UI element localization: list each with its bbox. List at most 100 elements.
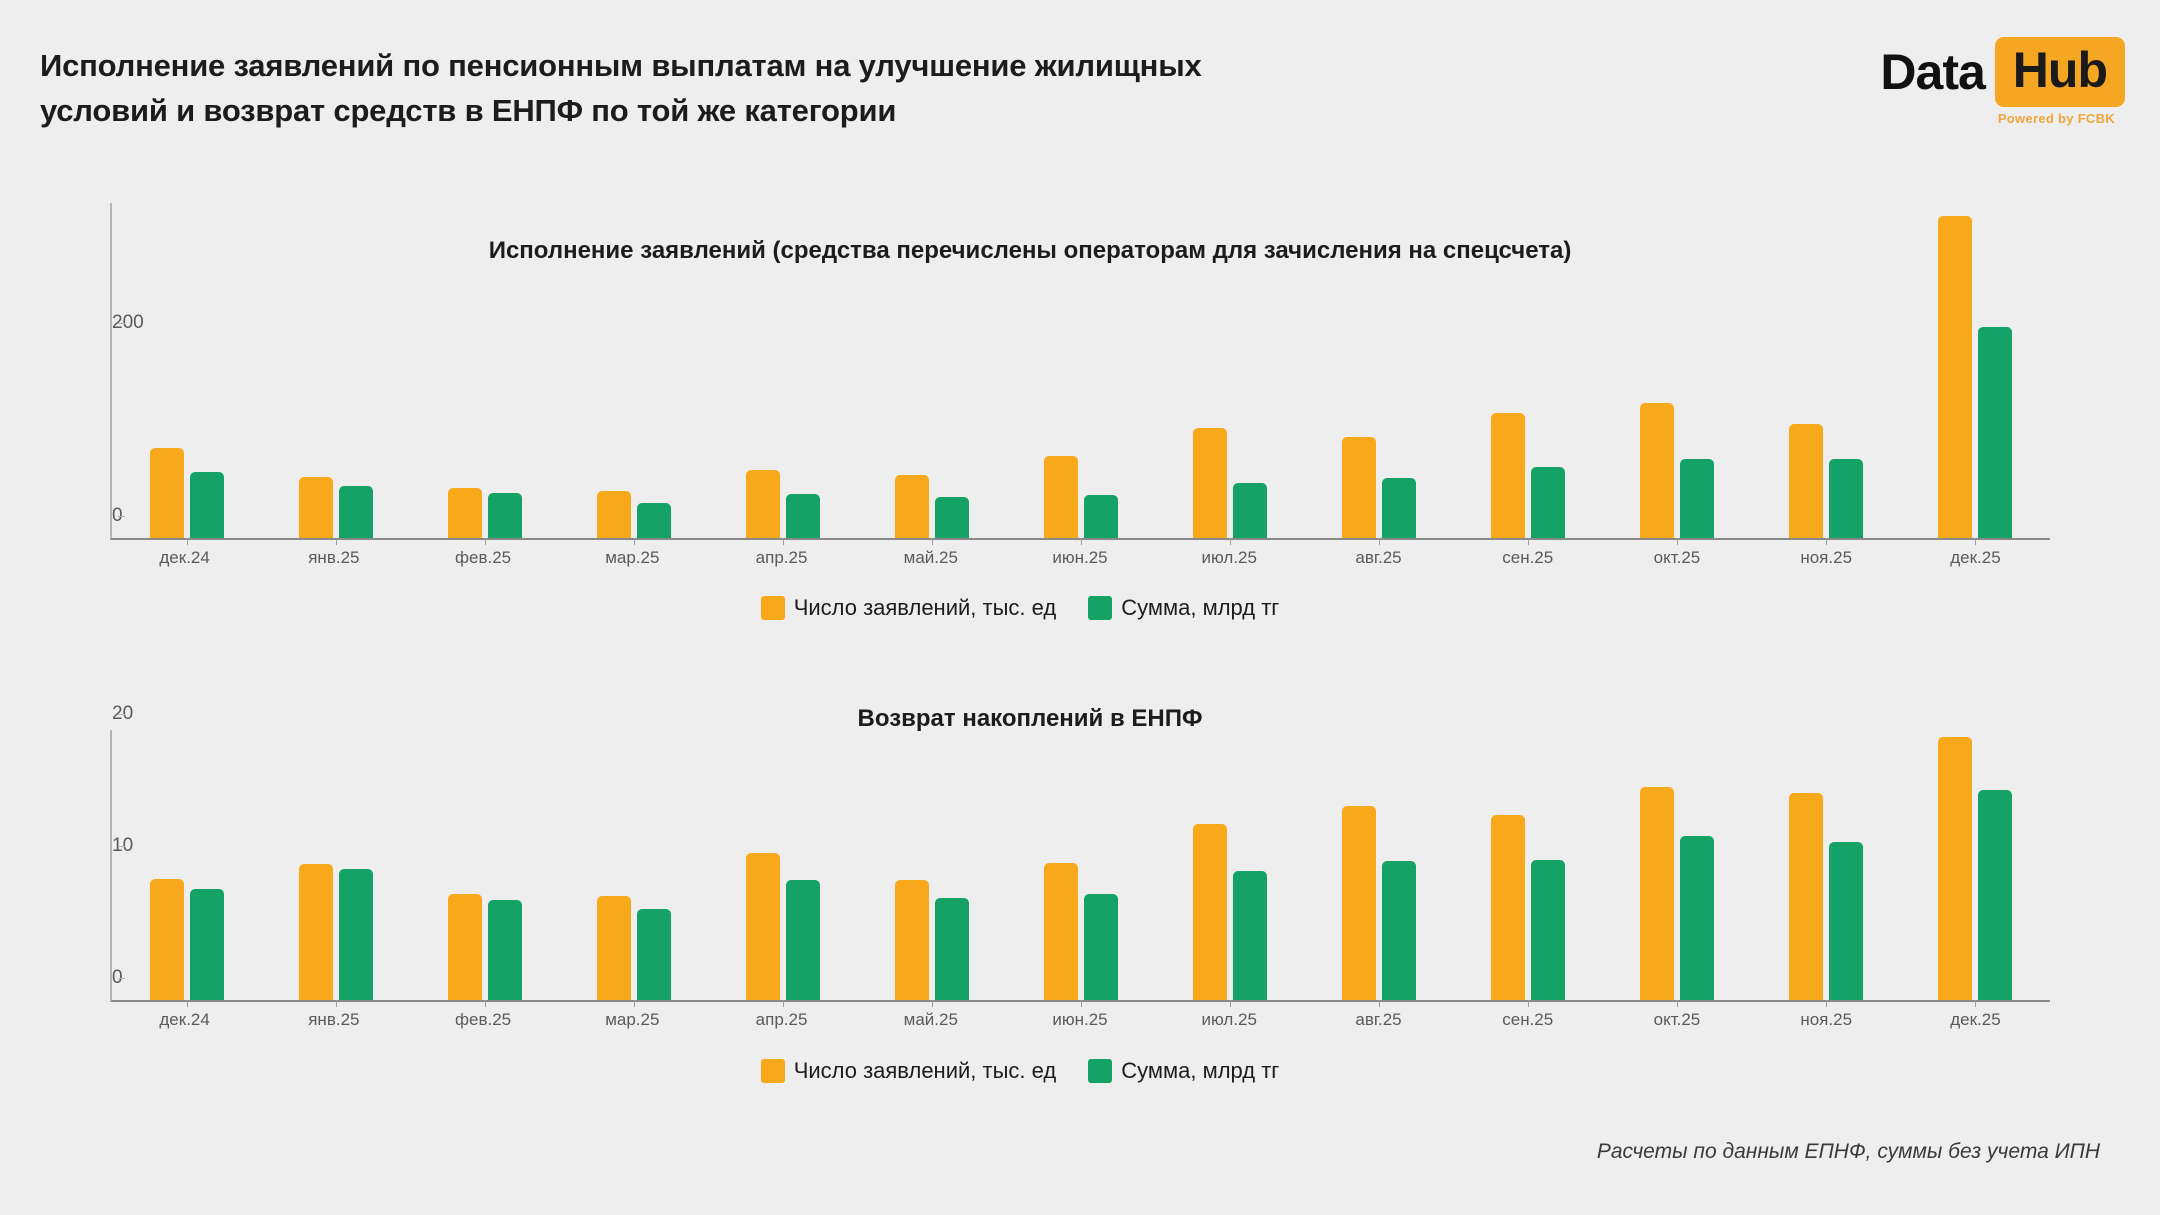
- legend-swatch-green-icon: [1088, 1059, 1113, 1083]
- bar-sum: [1382, 478, 1417, 538]
- x-axis-tick-label: янв.25: [308, 1010, 360, 1029]
- x-axis-tick-label: сен.25: [1502, 1010, 1554, 1029]
- bar-sum: [1829, 841, 1864, 1000]
- x-axis-tick-label: июл.25: [1201, 1010, 1257, 1029]
- plot-area: 0 200: [110, 203, 2050, 545]
- bar-sum: [636, 503, 671, 538]
- x-axis-tick-icon: [1975, 1000, 1977, 1007]
- bar-sum: [1084, 894, 1118, 1000]
- bar-applications: [1044, 862, 1078, 1000]
- bar-sum: [934, 496, 969, 538]
- bar-group: [708, 730, 857, 1007]
- bar-applications: [894, 475, 929, 538]
- datahub-logo: Data Hub Powered by FCBK: [1795, 36, 2125, 146]
- x-axis-tick-label: дек.25: [1950, 548, 2001, 567]
- x-axis-tick-icon: [1081, 1000, 1082, 1007]
- bar-applications: [1640, 787, 1675, 1000]
- bar-applications: [745, 469, 780, 538]
- x-axis-tick-label: окт.25: [1653, 1010, 1701, 1029]
- y-axis-tick-label: 0: [112, 967, 125, 989]
- y-axis-tick-label: 0: [112, 505, 125, 527]
- x-axis-tick-label: ноя.25: [1800, 1010, 1853, 1029]
- x-axis-tick-icon: [1528, 538, 1530, 545]
- legend-label-sum: Сумма, млрд тг: [1121, 595, 1280, 620]
- bar-sum: [1084, 494, 1118, 538]
- x-axis-tick-label: авг.25: [1355, 548, 1402, 567]
- chart-panel-applications-executed: Исполнение заявлений (средства перечисле…: [0, 175, 2160, 655]
- bar-sum: [1978, 790, 2013, 1000]
- bar-group: [1752, 730, 1901, 1007]
- chart-title: Возврат накоплений в ЕНПФ: [857, 705, 1203, 732]
- bar-sum: [338, 486, 373, 538]
- bar-group: [261, 730, 410, 1007]
- bar-sum: [189, 471, 224, 538]
- x-axis-tick-icon: [484, 1000, 486, 1007]
- chart-title: Исполнение заявлений (средства перечисле…: [488, 237, 1572, 264]
- x-axis-tick-icon: [782, 1000, 784, 1007]
- bar-sum: [1531, 466, 1566, 538]
- x-axis-tick-icon: [633, 1000, 635, 1007]
- legend-item-sum: Сумма, млрд тг: [1088, 1058, 1279, 1084]
- x-axis-tick-icon: [1081, 538, 1082, 545]
- bar-group: [1901, 730, 2050, 1007]
- page-title: Исполнение заявлений по пенсионным выпла…: [40, 48, 1202, 128]
- bar-applications: [1491, 815, 1526, 1000]
- logo-hub-badge: Hub: [1994, 37, 2125, 107]
- footnote: Расчеты по данным ЕПНФ, суммы без учета …: [1596, 1140, 2100, 1163]
- bar-group: [1006, 203, 1155, 545]
- x-axis-tick-label: апр.25: [755, 1010, 808, 1029]
- bar-group: [708, 203, 857, 545]
- x-axis-tick-icon: [1230, 1000, 1232, 1007]
- bar-groups: [112, 730, 2050, 1007]
- logo-hub-text: Hub: [2012, 42, 2108, 98]
- bar-group: [1901, 203, 2050, 545]
- bar-sum: [636, 908, 671, 1000]
- bar-group: [1305, 730, 1454, 1007]
- x-axis-tick-label: май.25: [903, 548, 958, 567]
- bar-applications: [1938, 737, 1973, 1000]
- bar-group: [1454, 730, 1603, 1007]
- bar-sum: [785, 879, 820, 1000]
- x-axis-tick-icon: [931, 538, 933, 545]
- bar-applications: [1193, 824, 1228, 1000]
- x-axis-tick-label: сен.25: [1502, 548, 1554, 567]
- bar-group: [559, 730, 708, 1007]
- bar-applications: [1938, 216, 1973, 538]
- logo-data-text: Data: [1880, 44, 1985, 100]
- legend-item-sum: Сумма, млрд тг: [1088, 595, 1279, 621]
- legend-swatch-orange-icon: [760, 1059, 785, 1083]
- bar-applications: [1789, 424, 1824, 538]
- x-axis-tick-label: июн.25: [1052, 548, 1108, 567]
- x-axis-tick-label: дек.25: [1950, 1010, 2001, 1029]
- x-axis-tick-label: янв.25: [308, 548, 360, 567]
- x-axis-tick-icon: [1379, 1000, 1381, 1007]
- legend-item-applications: Число заявлений, тыс. ед: [760, 1058, 1057, 1084]
- logo-powered-by-text: Powered by FCBK: [1997, 111, 2115, 126]
- bar-applications: [1789, 792, 1824, 1000]
- bar-applications: [1193, 428, 1228, 538]
- bar-group: [559, 203, 708, 545]
- bar-group: [1305, 203, 1454, 545]
- x-axis-tick-label: фев.25: [455, 548, 512, 567]
- legend-label-applications: Число заявлений, тыс. ед: [793, 1058, 1057, 1083]
- x-axis-labels: дек.24 янв.25 фев.25 мар.25 апр.25 май.25 июн.…: [110, 548, 2050, 568]
- bar-applications: [596, 490, 631, 538]
- chart-panel-returns-to-enpf: Возврат накоплений в ЕНПФ 0 10 20 дек.24 ян…: [0, 670, 2160, 1130]
- x-axis-tick-icon: [1826, 538, 1828, 545]
- bar-applications: [149, 448, 184, 538]
- chart-legend: Число заявлений, тыс. ед Сумма, млрд тг: [0, 595, 2060, 621]
- x-axis-tick-label: апр.25: [755, 548, 808, 567]
- bar-group: [261, 203, 410, 545]
- bar-sum: [1680, 836, 1715, 1000]
- logo-wordmark: Data Hub: [1795, 36, 2125, 108]
- x-axis-labels: дек.24 янв.25 фев.25 мар.25 апр.25 май.25 июн.…: [110, 1010, 2050, 1030]
- bar-group: [1454, 203, 1603, 545]
- x-axis-tick-label: дек.24: [159, 548, 210, 567]
- bar-applications: [1640, 403, 1675, 538]
- x-axis-tick-label: окт.25: [1653, 548, 1701, 567]
- legend-label-sum: Сумма, млрд тг: [1121, 1058, 1280, 1083]
- bar-groups: [112, 203, 2050, 545]
- plot-area: 0 10 20: [110, 703, 2050, 1007]
- legend-label-applications: Число заявлений, тыс. ед: [793, 595, 1057, 620]
- x-axis-tick-icon: [931, 1000, 933, 1007]
